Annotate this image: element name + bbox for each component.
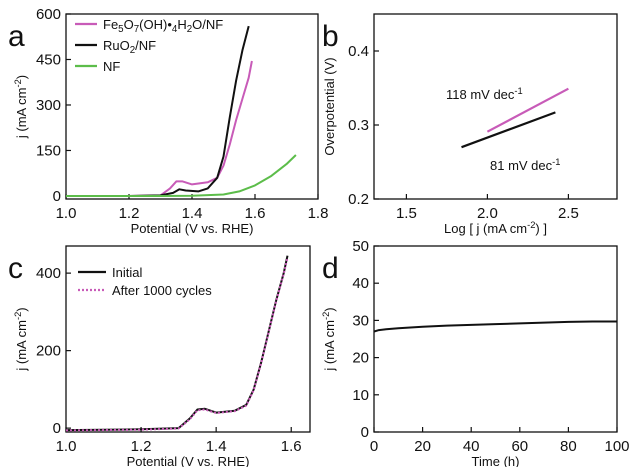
legend-label: Fe5O7(OH)•4H2O/NF <box>103 17 223 35</box>
legend-label: Initial <box>112 265 142 280</box>
x-axis-label: Time (h) <box>472 454 520 467</box>
plot-frame <box>373 245 618 433</box>
y-tick-label: 0 <box>53 420 61 437</box>
x-tick-label: 1.2 <box>119 205 140 222</box>
plot-frame <box>373 13 618 200</box>
panel-a: a 1.0 1.2 1.4 1.6 1.8 0 150 300 450 600 Potential (… <box>8 6 328 236</box>
y-tick-label: 400 <box>36 265 61 282</box>
y-tick-label: 0.2 <box>348 191 369 208</box>
y-tick-label: 300 <box>36 97 61 114</box>
x-tick-label: 1.0 <box>56 205 77 222</box>
y-tick-label: 150 <box>36 142 61 159</box>
series-line-1 <box>66 255 289 432</box>
y-axis-label: j (mA cm-2) <box>321 307 337 371</box>
x-tick-label: 1.0 <box>56 438 77 455</box>
y-tick-label: 450 <box>36 51 61 68</box>
x-tick-label: 80 <box>560 438 577 455</box>
panel-letter: d <box>322 252 339 285</box>
x-axis-label: Potential (V vs. RHE) <box>131 221 254 236</box>
x-tick-label: 2.5 <box>558 205 579 222</box>
x-tick-label: 0 <box>370 438 378 455</box>
x-tick-label: 1.4 <box>182 205 203 222</box>
plot-frame <box>65 245 311 433</box>
tafel-slope-annotation: 118 mV dec-1 <box>446 86 523 102</box>
series-line-1 <box>374 320 617 333</box>
y-tick-label: 600 <box>36 6 61 23</box>
x-tick-label: 2.0 <box>477 205 498 222</box>
y-tick-label: 20 <box>352 350 369 367</box>
series-line-2 <box>66 257 289 432</box>
tafel-slope-annotation: 81 mV dec-1 <box>490 157 560 173</box>
panel-c: c 1.0 1.2 1.4 1.6 0 200 400 Potential (V vs. RHE… <box>8 245 311 467</box>
x-tick-label: 20 <box>414 438 431 455</box>
y-tick-label: 0 <box>361 424 369 441</box>
y-axis-label: j (mA cm-2) <box>13 75 29 139</box>
series-line-3 <box>66 154 297 197</box>
series-line-2 <box>461 111 556 149</box>
x-tick-label: 1.2 <box>131 438 152 455</box>
y-tick-label: 40 <box>352 275 369 292</box>
x-tick-label: 1.5 <box>396 205 417 222</box>
y-tick-label: 0.4 <box>348 43 369 60</box>
y-axis-label: Overpotential (V) <box>322 57 337 155</box>
panel-letter: b <box>322 20 339 53</box>
x-tick-label: 1.6 <box>245 205 266 222</box>
x-tick-label: 40 <box>463 438 480 455</box>
x-tick-label: 100 <box>604 438 629 455</box>
panel-d: d 0 20 40 60 80 100 0 10 20 30 40 50 Time (h) j (mA cm… <box>321 238 630 467</box>
panel-letter: a <box>8 20 25 53</box>
y-axis-label: j (mA cm-2) <box>13 307 29 371</box>
series-line-1 <box>486 87 569 133</box>
x-tick-label: 60 <box>511 438 528 455</box>
series-line-1 <box>66 60 253 197</box>
y-tick-label: 50 <box>352 238 369 255</box>
panel-b: b 1.5 2.0 2.5 0.2 0.3 0.4 Log [ j (mA cm-2) ] Ov… <box>322 13 618 236</box>
y-tick-label: 200 <box>36 343 61 360</box>
y-tick-label: 0.3 <box>348 117 369 134</box>
x-tick-label: 1.8 <box>308 205 329 222</box>
x-tick-label: 1.4 <box>206 438 227 455</box>
y-tick-label: 10 <box>352 387 369 404</box>
legend-label: After 1000 cycles <box>112 283 212 298</box>
legend-label: RuO2/NF <box>103 38 156 56</box>
x-tick-label: 1.6 <box>281 438 302 455</box>
y-tick-label: 30 <box>352 312 369 329</box>
legend-label: NF <box>103 59 120 74</box>
panel-letter: c <box>8 252 23 285</box>
y-tick-label: 0 <box>53 188 61 205</box>
x-axis-label: Potential (V vs. RHE) <box>127 454 250 467</box>
x-axis-label: Log [ j (mA cm-2) ] <box>444 220 547 236</box>
